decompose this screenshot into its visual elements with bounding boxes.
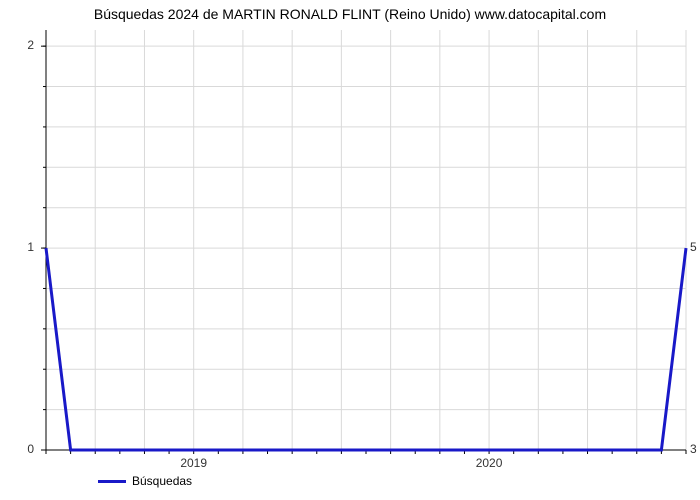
y-right-tick: 3: [690, 442, 700, 456]
y-right-tick: 5: [690, 240, 700, 254]
x-tick: 2019: [174, 456, 214, 470]
y-left-tick: 0: [0, 442, 34, 456]
chart-plot: [26, 20, 700, 480]
y-left-tick: 1: [0, 240, 34, 254]
y-left-tick: 2: [0, 38, 34, 52]
legend-swatch: [98, 480, 126, 483]
chart-container: Búsquedas 2024 de MARTIN RONALD FLINT (R…: [0, 0, 700, 500]
legend-label: Búsquedas: [132, 474, 192, 488]
x-tick: 2020: [469, 456, 509, 470]
chart-legend: Búsquedas: [98, 474, 192, 488]
